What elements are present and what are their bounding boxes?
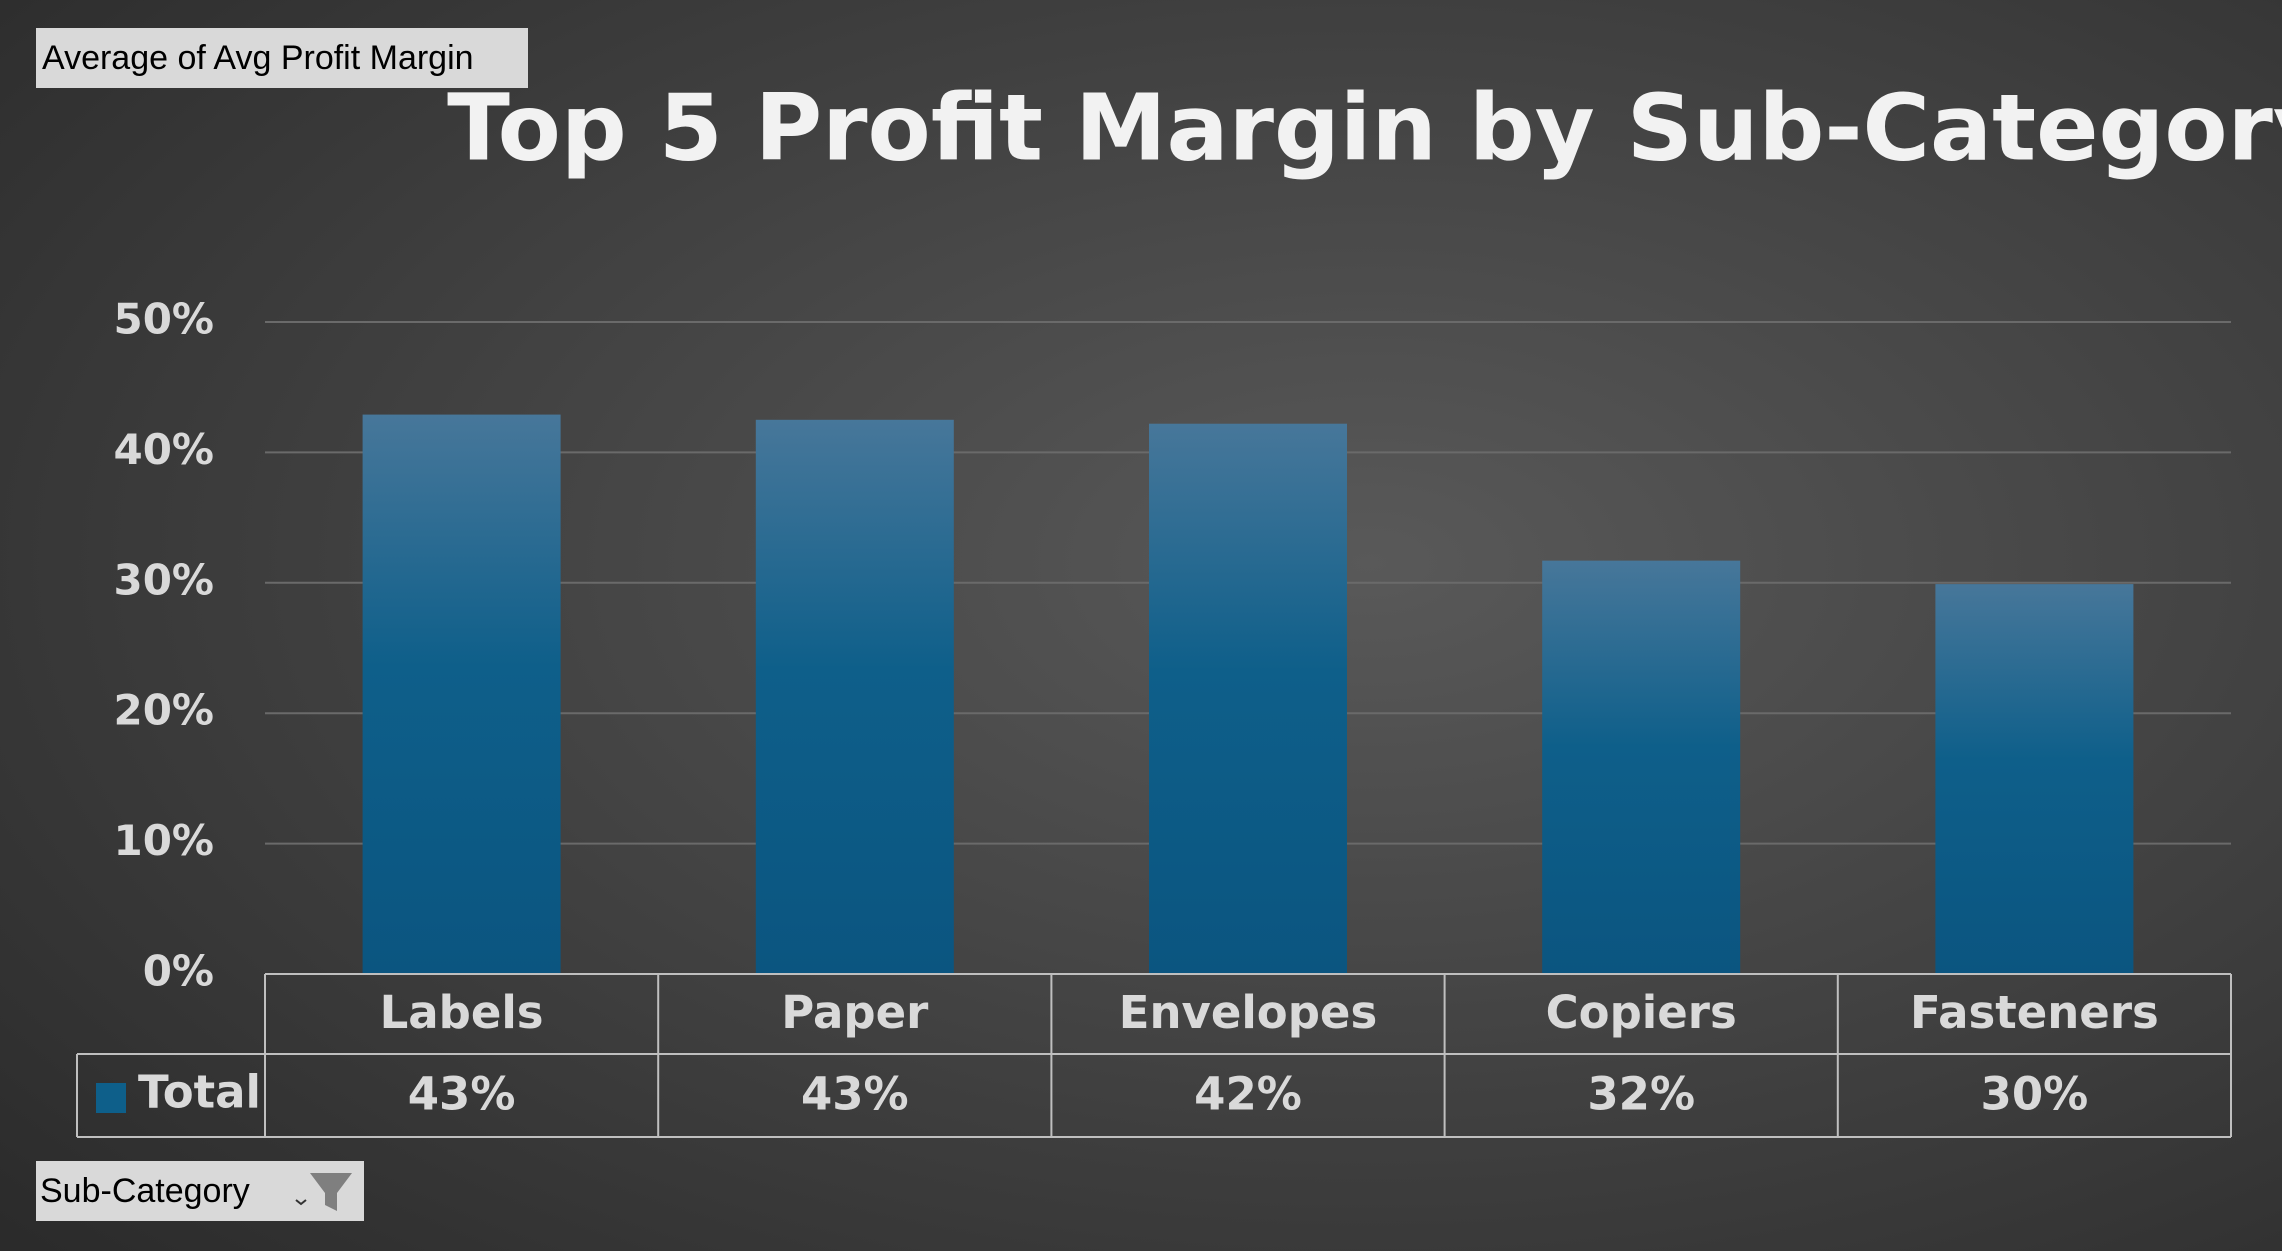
y-tick-label: 20% (113, 686, 214, 735)
filter-button[interactable] (36, 1161, 364, 1221)
chart-title: Top 5 Profit Margin by Sub-Category (447, 74, 2282, 181)
value-field-button[interactable] (36, 28, 528, 88)
y-tick-label: 40% (113, 425, 214, 474)
filter-icon[interactable] (310, 1173, 352, 1211)
legend-key (96, 1083, 126, 1113)
x-tick-label: Fasteners (1910, 986, 2159, 1039)
value-field-label: Average of Avg Profit Margin (42, 39, 474, 77)
filter-field-label: Sub-Category (40, 1172, 250, 1210)
y-tick-label: 10% (113, 816, 214, 865)
legend-label: Total (138, 1066, 261, 1119)
y-tick-label: 50% (113, 295, 214, 344)
data-table-value: 30% (1981, 1068, 2089, 1121)
y-tick-label: 0% (143, 947, 214, 996)
data-table-value: 43% (801, 1068, 909, 1121)
x-tick-label: Labels (380, 986, 544, 1039)
data-table-value: 32% (1587, 1068, 1695, 1121)
bar (1935, 584, 2134, 974)
data-table-value: 43% (408, 1068, 516, 1121)
y-tick-label: 30% (113, 555, 214, 604)
dropdown-arrow (295, 1199, 307, 1206)
bar (755, 419, 954, 974)
x-tick-label: Copiers (1546, 986, 1737, 1039)
x-tick-label: Envelopes (1119, 986, 1378, 1039)
data-table-value: 42% (1194, 1068, 1302, 1121)
x-tick-label: Paper (781, 986, 929, 1039)
bar (1149, 423, 1347, 974)
bar (1542, 560, 1741, 974)
bar (362, 414, 561, 975)
